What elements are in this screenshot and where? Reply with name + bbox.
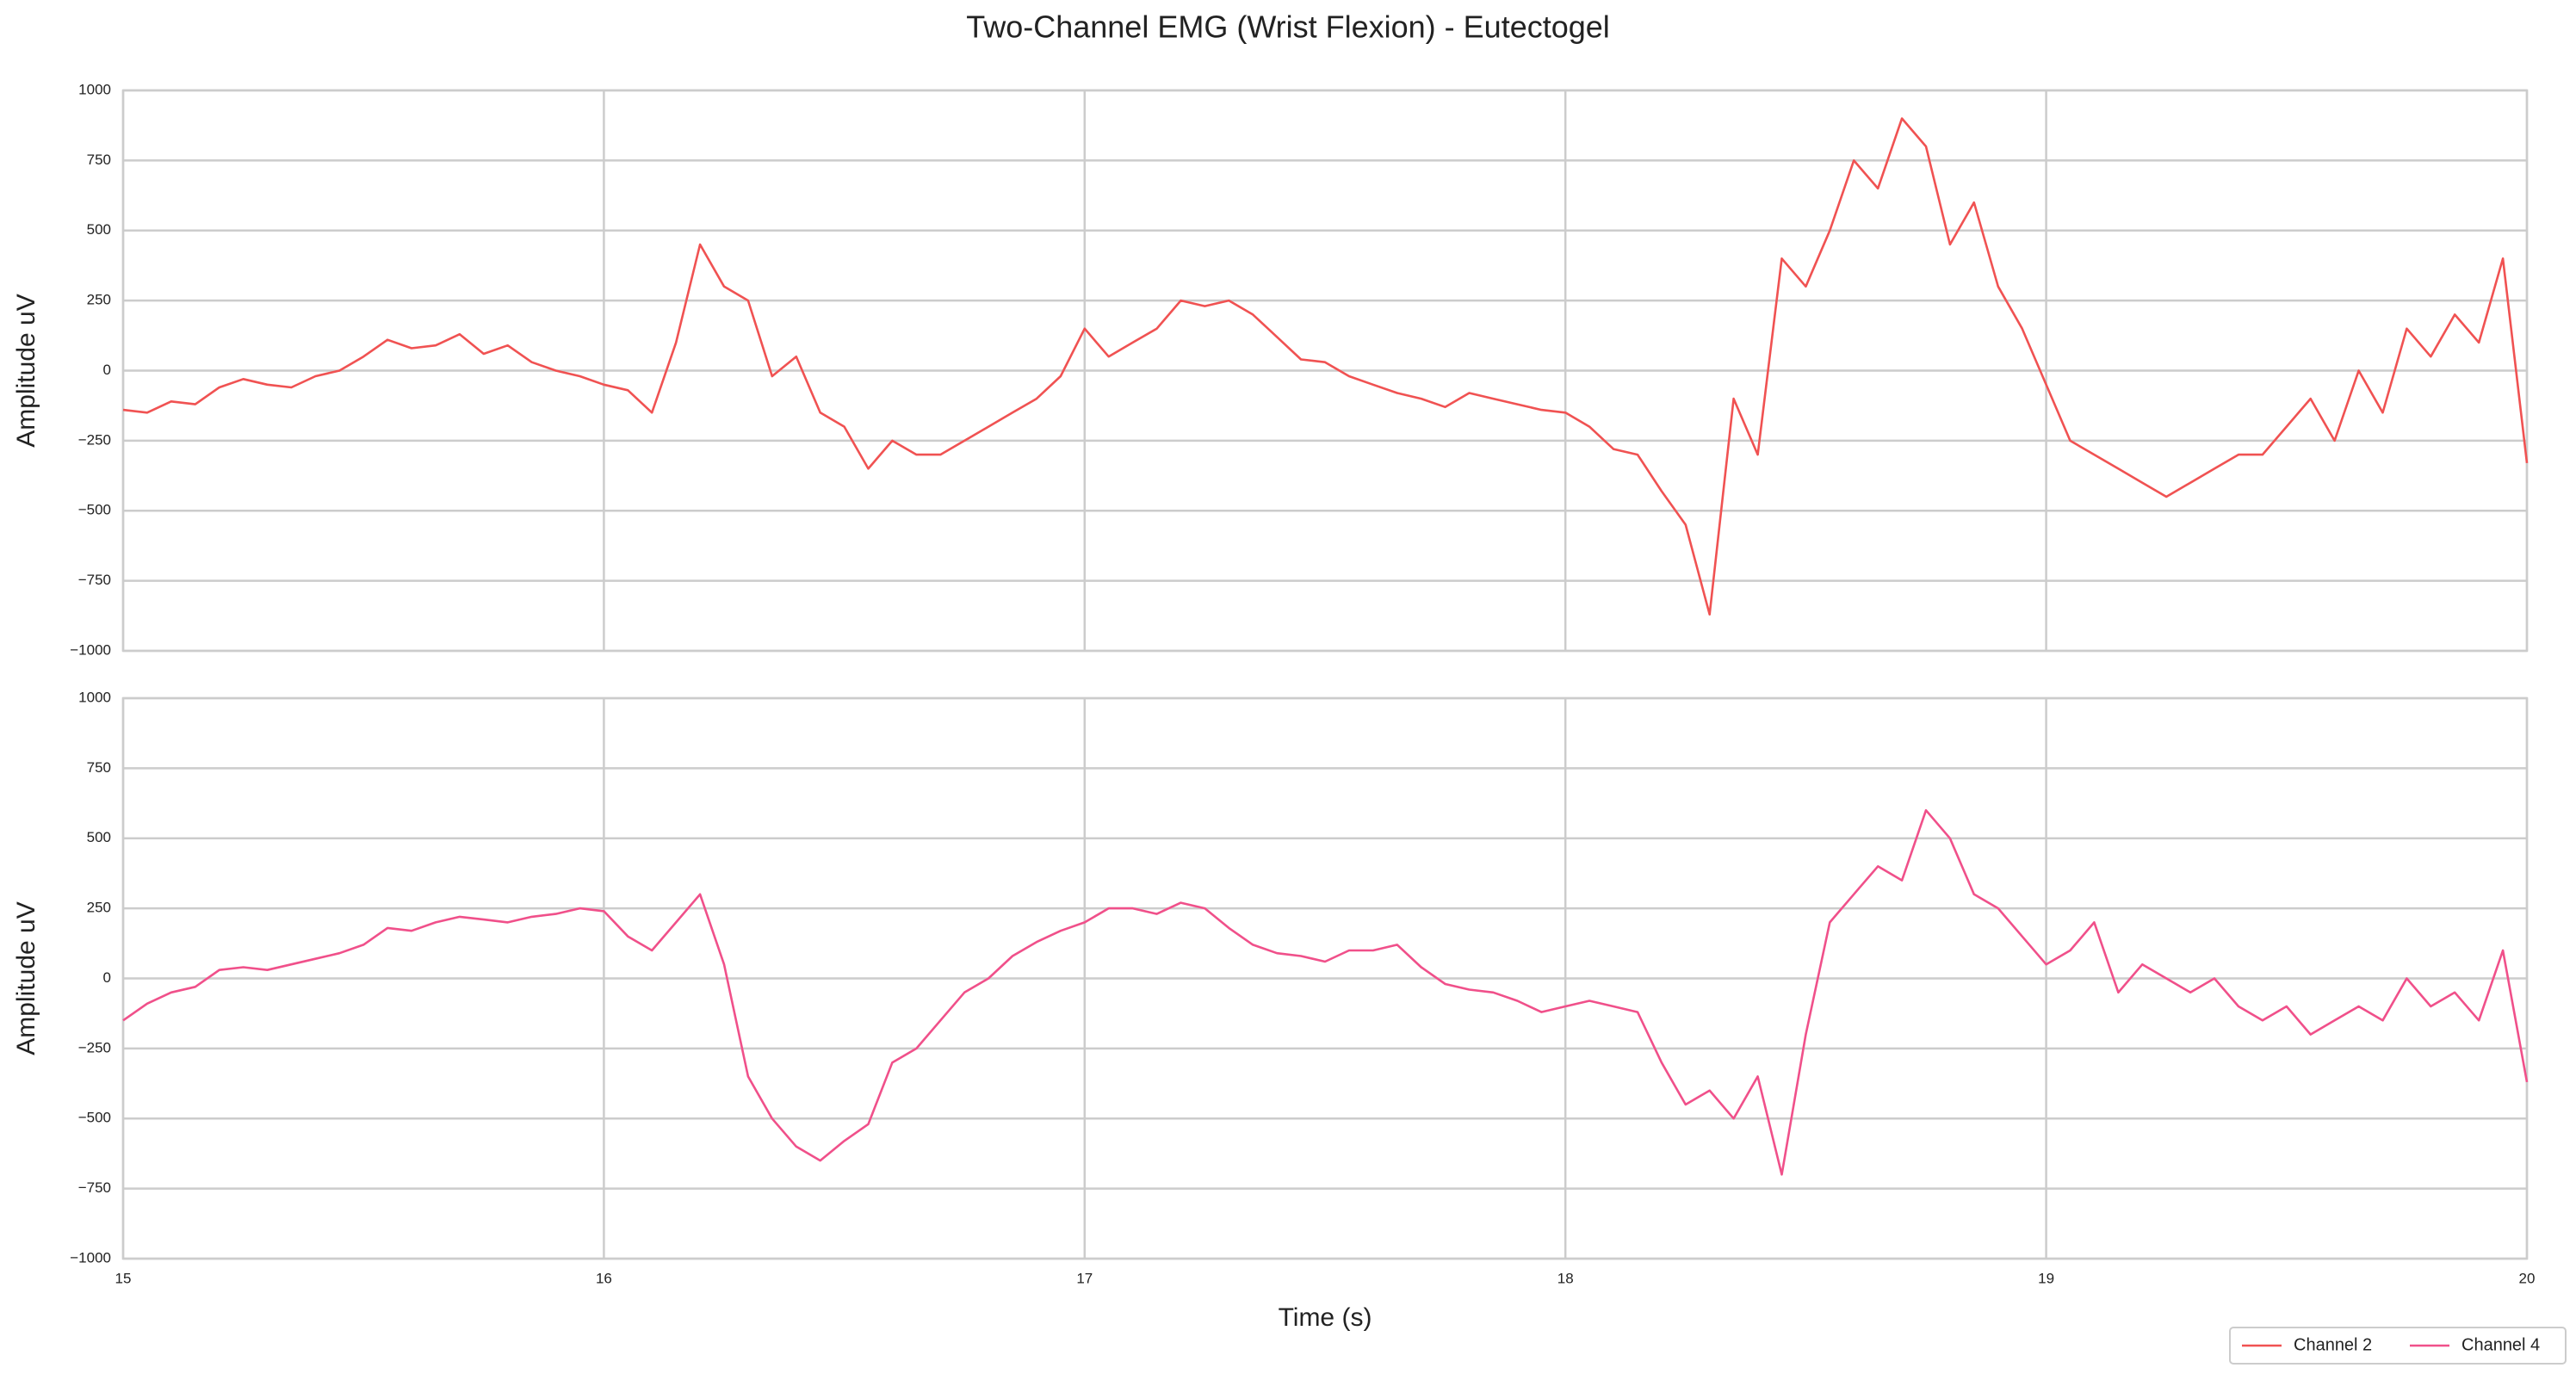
y-tick-label: −1000: [70, 1249, 111, 1266]
y-tick-label: 0: [103, 969, 111, 986]
y-tick-label: −250: [78, 1039, 111, 1055]
x-tick-label: 17: [1076, 1270, 1093, 1286]
y-tick-label: −500: [78, 1110, 111, 1126]
x-tick-label: 16: [596, 1270, 612, 1286]
series-line: [122, 117, 2529, 616]
legend-box: [2229, 1327, 2567, 1365]
y-tick-label: −1000: [70, 641, 111, 658]
y-tick-label: −750: [78, 572, 111, 588]
x-axis-label: Time (s): [1279, 1303, 1372, 1332]
chart-title: Two-Channel EMG (Wrist Flexion) - Eutect…: [966, 9, 1610, 45]
y-tick-label: 750: [87, 759, 111, 776]
y-tick-label: −750: [78, 1179, 111, 1196]
y-tick-label: −500: [78, 502, 111, 518]
plot-frame: [121, 89, 2529, 653]
y-tick-label: 250: [87, 900, 111, 916]
x-tick-label: 20: [2519, 1270, 2536, 1286]
legend-label: Channel 4: [2461, 1335, 2540, 1354]
x-tick-label: 15: [115, 1270, 132, 1286]
y-tick-label: 1000: [78, 81, 111, 97]
y-axis-label: Amplitude uV: [12, 294, 40, 447]
series-line: [122, 808, 2529, 1176]
y-tick-label: 0: [103, 362, 111, 378]
y-tick-label: 250: [87, 292, 111, 308]
y-axis-label: Amplitude uV: [12, 901, 40, 1055]
x-tick-label: 18: [1557, 1270, 1574, 1286]
x-tick-label: 19: [2038, 1270, 2054, 1286]
y-tick-label: 750: [87, 152, 111, 168]
y-tick-label: −250: [78, 431, 111, 448]
y-tick-label: 1000: [78, 689, 111, 705]
plot-frame: [121, 696, 2529, 1260]
legend-label: Channel 2: [2294, 1335, 2372, 1354]
y-tick-label: 500: [87, 829, 111, 845]
y-tick-label: 500: [87, 221, 111, 238]
